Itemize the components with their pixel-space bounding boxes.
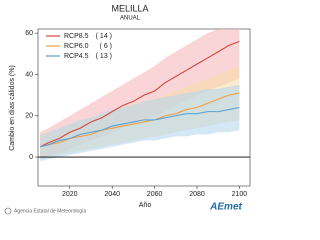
x-tick-label: 2060	[147, 191, 163, 198]
legend-label: RCP4.5	[64, 53, 89, 60]
series-line	[39, 106, 240, 148]
legend-label: RCP8.5	[64, 33, 89, 40]
y-tick-label: 60	[25, 30, 33, 37]
chart-subtitle: ANUAL	[120, 16, 141, 22]
series-line	[39, 40, 240, 148]
legend-count: ( 13 )	[96, 53, 112, 60]
chart-title: MELILLA	[111, 3, 148, 13]
legend-count: ( 14 )	[96, 33, 112, 40]
y-tick-label: 20	[25, 113, 33, 120]
legend-count: ( 6 )	[100, 43, 112, 50]
footer-icon	[4, 207, 12, 215]
chart: MELILLA ANUAL Año Cambio en días cálidos…	[4, 3, 251, 215]
x-tick-label: 2080	[189, 191, 205, 198]
x-tick-label: 2040	[104, 191, 120, 198]
legend-label: RCP6.0	[64, 43, 89, 50]
y-axis-label: Cambio en días cálidos (%)	[9, 65, 16, 151]
y-tick-label: 40	[25, 71, 33, 78]
x-axis-label: Año	[139, 202, 152, 209]
footer-text: Agencia Estatal de Meteorología	[14, 208, 86, 214]
x-tick-label: 2020	[62, 191, 78, 198]
x-tick-label: 2100	[232, 191, 248, 198]
logo: AEmet	[209, 202, 242, 213]
y-tick-label: 0	[29, 154, 33, 161]
